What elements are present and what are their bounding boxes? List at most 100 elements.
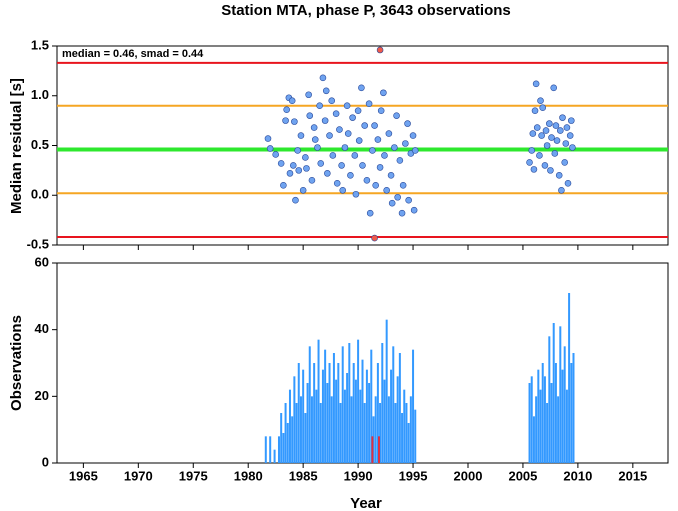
bar [557, 396, 560, 463]
point [363, 177, 371, 184]
bar [317, 339, 320, 463]
point [321, 117, 329, 124]
bar [321, 369, 324, 463]
point [339, 186, 347, 194]
point [310, 124, 318, 131]
point [563, 124, 571, 131]
x-tick-label: 1985 [289, 468, 318, 483]
point [564, 180, 572, 187]
point [530, 166, 538, 173]
point [550, 84, 558, 92]
point [555, 172, 563, 179]
point [547, 167, 554, 174]
point [316, 102, 323, 109]
point [558, 186, 565, 194]
bar [394, 403, 397, 463]
bar [330, 396, 333, 463]
point [365, 100, 373, 108]
point [288, 97, 296, 105]
point [559, 114, 566, 121]
point [374, 136, 382, 143]
bar [372, 416, 375, 463]
bar [361, 359, 364, 463]
y-tick-label: 20 [35, 388, 49, 403]
point [283, 106, 290, 113]
point [526, 159, 533, 166]
point [396, 157, 404, 164]
bar [570, 363, 573, 463]
point [328, 97, 336, 105]
point [376, 46, 384, 54]
point [546, 120, 553, 127]
point [383, 186, 390, 194]
bar [299, 396, 302, 463]
point [531, 107, 539, 114]
point [311, 136, 319, 143]
bar [269, 436, 272, 463]
bar [264, 436, 267, 463]
bar [328, 363, 331, 463]
bar [376, 363, 379, 463]
bar [535, 396, 538, 463]
bar [550, 383, 553, 463]
point [391, 144, 398, 151]
x-tick-label: 1995 [399, 468, 428, 483]
y-tick-label: 0.0 [31, 187, 49, 202]
y-axis-label: Observations [8, 315, 25, 411]
bar [348, 343, 351, 463]
bar [396, 376, 399, 463]
bar [390, 369, 393, 463]
point [280, 182, 287, 189]
point [411, 147, 419, 154]
point [349, 114, 356, 121]
bar [315, 389, 318, 463]
bar [561, 369, 564, 463]
bar [546, 403, 549, 463]
x-tick-label: 1975 [179, 468, 208, 483]
bar [407, 423, 410, 463]
bar [381, 343, 384, 463]
point [410, 206, 418, 214]
point [329, 152, 337, 159]
bar [277, 436, 280, 463]
bar [302, 369, 305, 463]
bar [310, 396, 313, 463]
bar [363, 403, 366, 463]
point [341, 144, 349, 151]
bar [568, 293, 571, 463]
point [543, 142, 551, 149]
bar [350, 396, 353, 463]
bar [293, 376, 296, 463]
bar [565, 389, 568, 463]
annotation-box [58, 47, 228, 61]
bar [286, 423, 289, 463]
point [289, 162, 297, 169]
x-tick-label: 1965 [69, 468, 98, 483]
y-tick-label: 0.5 [31, 137, 49, 152]
point [294, 147, 301, 154]
point [537, 97, 544, 105]
point [529, 130, 537, 137]
point [314, 144, 321, 151]
point [542, 127, 550, 134]
point [538, 132, 545, 139]
point [358, 84, 365, 92]
bar [282, 433, 285, 463]
point [380, 89, 387, 97]
bar [405, 403, 408, 463]
bar [392, 346, 395, 463]
bar [379, 403, 382, 463]
point [541, 162, 549, 169]
point [347, 172, 354, 179]
point [371, 122, 378, 129]
bar [288, 389, 291, 463]
point [303, 165, 310, 172]
point [569, 144, 576, 151]
bar [530, 376, 533, 463]
bar [401, 413, 404, 463]
point [355, 137, 363, 144]
point [377, 107, 385, 114]
point [539, 104, 547, 111]
point [561, 159, 569, 166]
